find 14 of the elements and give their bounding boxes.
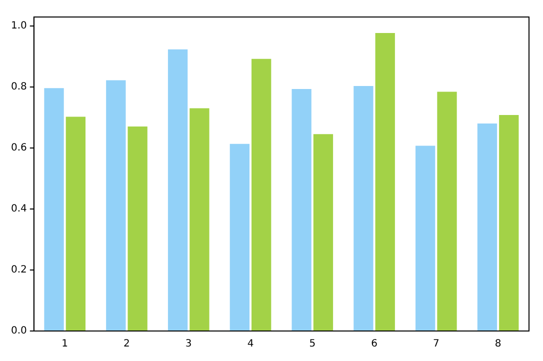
y-tick-label: 0.6 [10,142,27,154]
x-tick-label: 4 [247,338,254,350]
y-tick-label: 0.2 [10,264,27,276]
y-tick-label: 0.0 [10,326,27,337]
x-tick-label: 8 [494,338,502,350]
x-tick-label: 5 [309,338,316,350]
y-tick-label: 0.4 [10,204,27,215]
y-tick-label: 0.8 [10,82,27,93]
x-tick-label: 3 [185,338,192,350]
x-tick-label: 1 [62,338,68,350]
x-tick-label: 7 [432,338,440,350]
x-tick-label: 2 [124,338,130,350]
y-tick-label: 1.0 [10,20,27,32]
x-tick-label: 6 [371,338,378,350]
